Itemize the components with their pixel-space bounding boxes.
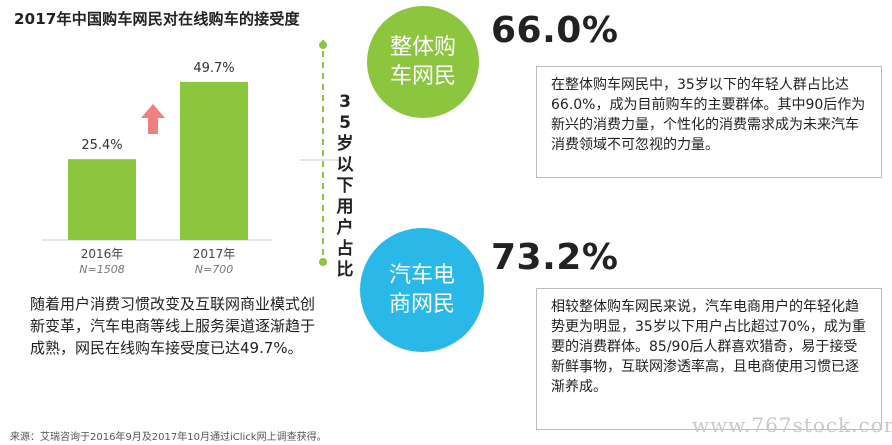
description-ecommerce: 相较整体购车网民来说，汽车电商用户的年轻化趋势更为明显，35岁以下用户占比超过7… — [536, 288, 882, 430]
bar-chart: 25.4% 49.7% 2016年 2017年 N=1508 N=700 — [42, 40, 327, 276]
sample-size-2017: N=700 — [195, 263, 233, 276]
watermark: www.767stock.com — [692, 413, 892, 437]
tick-label-2017: 2017年 — [193, 247, 236, 261]
sample-size-2016: N=1508 — [79, 263, 124, 276]
connector-lines — [300, 159, 350, 161]
up-arrow-icon — [141, 104, 165, 134]
tick-label-2016: 2016年 — [81, 247, 124, 261]
circle-label-ecommerce: 汽车电商网民 — [388, 263, 455, 317]
source-note: 来源：艾瑞咨询于2016年9月及2017年10月通过iClick网上调查获得。 — [10, 432, 327, 443]
circle-ecommerce-buyers: 汽车电商网民 — [360, 228, 484, 352]
value-label-2016: 25.4% — [81, 138, 122, 153]
circle-overall-buyers: 整体购车网民 — [367, 6, 479, 118]
bar-2016 — [68, 159, 136, 240]
summary-text: 随着用户消费习惯改变及互联网商业模式创新变革，汽车电商等线上服务渠道逐渐趋于成熟… — [30, 295, 316, 357]
chart-title: 2017年中国购车网民对在线购车的接受度 — [14, 10, 300, 28]
connector-dot-top — [319, 41, 327, 49]
percent-overall: 66.0% — [491, 10, 619, 51]
bar-2017 — [180, 81, 248, 240]
circle-label-overall: 整体购车网民 — [389, 35, 456, 89]
value-label-2017: 49.7% — [193, 61, 234, 76]
description-overall: 在整体购车网民中，35岁以下的年轻人群占比达66.0%，成为目前购车的主要群体。… — [536, 66, 882, 178]
vertical-label: 35岁以下用户占比 — [336, 92, 354, 280]
percent-ecommerce: 73.2% — [491, 237, 619, 278]
connector-dot-bottom — [319, 258, 327, 266]
